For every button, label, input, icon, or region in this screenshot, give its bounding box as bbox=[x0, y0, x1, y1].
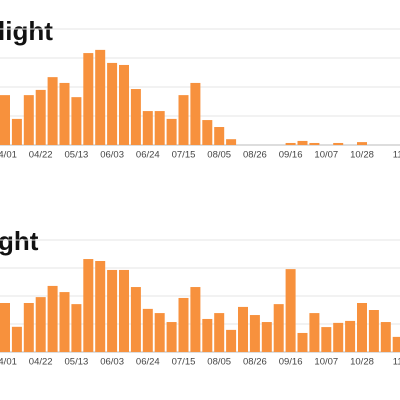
bar bbox=[249, 315, 260, 352]
bar bbox=[154, 111, 165, 145]
x-tick-label: 04/22 bbox=[29, 150, 53, 161]
bar bbox=[95, 49, 106, 145]
bar bbox=[35, 297, 46, 352]
bar bbox=[285, 269, 296, 352]
bar bbox=[285, 142, 296, 145]
bar bbox=[35, 89, 46, 145]
bar bbox=[95, 261, 106, 352]
bar bbox=[83, 259, 94, 352]
bar bbox=[130, 89, 141, 145]
x-tick-label: 07/15 bbox=[172, 150, 196, 161]
x-tick-label: 04/22 bbox=[29, 357, 53, 368]
bar bbox=[357, 303, 367, 352]
bar bbox=[214, 313, 225, 352]
bar bbox=[321, 327, 332, 352]
bar bbox=[119, 64, 129, 145]
bar bbox=[178, 95, 189, 145]
bar bbox=[71, 304, 82, 352]
x-tick-label: 08/26 bbox=[243, 150, 267, 161]
bar bbox=[226, 139, 237, 145]
x-tick-label: 06/03 bbox=[100, 150, 124, 161]
bar bbox=[357, 142, 367, 145]
bar bbox=[392, 336, 400, 352]
bar bbox=[166, 322, 177, 352]
bar bbox=[297, 140, 308, 145]
x-tick-label: 06/24 bbox=[136, 357, 160, 368]
x-tick-label: 08/05 bbox=[207, 357, 231, 368]
bar bbox=[83, 53, 94, 145]
x-tick-label: 05/13 bbox=[65, 357, 89, 368]
bar bbox=[309, 313, 320, 352]
x-tick-label: 05/13 bbox=[65, 150, 89, 161]
bar bbox=[119, 269, 129, 352]
bar bbox=[0, 303, 10, 352]
x-tick-label: 04/01 bbox=[0, 150, 17, 161]
x-tick-label: 11 bbox=[393, 150, 400, 161]
bar bbox=[59, 292, 70, 352]
x-tick-label: 10/28 bbox=[350, 357, 374, 368]
x-tick-label: 08/05 bbox=[207, 150, 231, 161]
x-tick-label: 06/03 bbox=[100, 357, 124, 368]
bar bbox=[190, 82, 201, 145]
bar bbox=[11, 326, 22, 352]
bar bbox=[154, 313, 165, 352]
bar bbox=[333, 322, 344, 352]
bar bbox=[107, 269, 118, 352]
x-tick-label: 09/16 bbox=[279, 150, 303, 161]
bar bbox=[11, 118, 22, 145]
bar bbox=[261, 322, 272, 352]
bar bbox=[214, 127, 225, 145]
bar bbox=[130, 287, 141, 352]
x-tick-label: 10/07 bbox=[314, 150, 338, 161]
bar bbox=[23, 95, 34, 145]
bar bbox=[190, 287, 201, 352]
bar bbox=[238, 306, 248, 352]
bar bbox=[47, 77, 58, 145]
bar bbox=[142, 308, 153, 352]
bar bbox=[142, 111, 153, 145]
bar bbox=[47, 285, 58, 352]
x-tick-label: 07/15 bbox=[172, 357, 196, 368]
x-tick-label: 11 bbox=[393, 357, 400, 368]
bar bbox=[309, 142, 320, 145]
bar bbox=[273, 304, 284, 352]
bar bbox=[202, 120, 213, 145]
x-tick-label: 04/01 bbox=[0, 357, 17, 368]
bar bbox=[368, 310, 379, 352]
bar bbox=[23, 303, 34, 352]
chart-title: light bbox=[0, 16, 53, 46]
bar bbox=[107, 62, 118, 145]
x-tick-label: 10/28 bbox=[350, 150, 374, 161]
bar bbox=[333, 142, 344, 145]
bar bbox=[166, 118, 177, 145]
bar bbox=[178, 297, 189, 352]
x-tick-label: 06/24 bbox=[136, 150, 160, 161]
bar bbox=[226, 329, 237, 352]
chart-title: ght bbox=[0, 226, 39, 256]
bar bbox=[345, 320, 356, 352]
bar bbox=[297, 332, 308, 352]
bar bbox=[202, 318, 213, 352]
bar bbox=[0, 95, 10, 145]
x-tick-label: 08/26 bbox=[243, 357, 267, 368]
bar bbox=[380, 322, 391, 352]
x-tick-label: 09/16 bbox=[279, 357, 303, 368]
x-tick-label: 10/07 bbox=[314, 357, 338, 368]
bar bbox=[59, 82, 70, 145]
bar bbox=[71, 97, 82, 145]
